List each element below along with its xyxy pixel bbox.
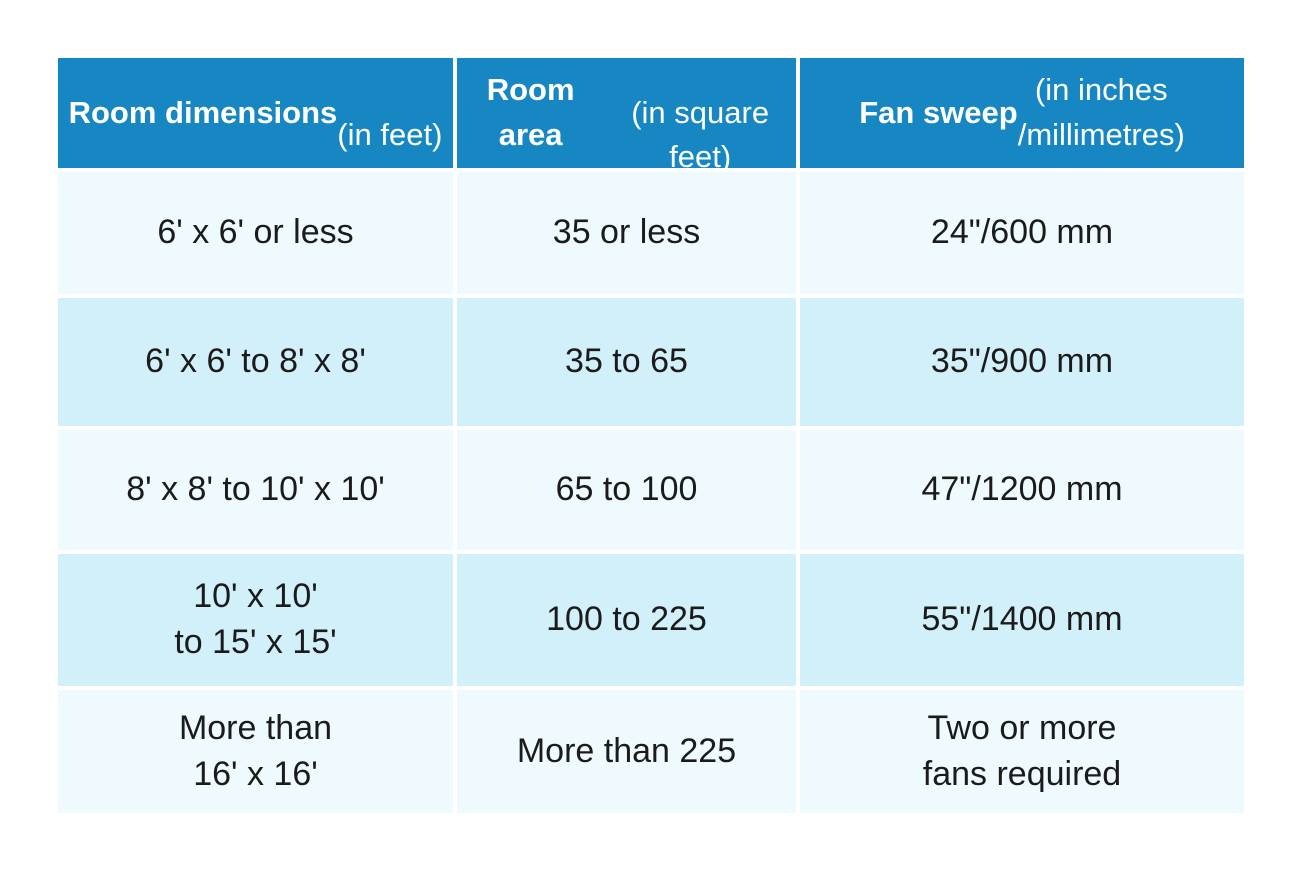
header-cell-fan-sweep: Fan sweep (in inches /millimetres) — [800, 58, 1244, 168]
cell-r4-dimensions: 10' x 10' to 15' x 15' — [58, 554, 453, 686]
cell-r2-sweep: 35"/900 mm — [800, 298, 1244, 426]
fan-size-table: Room dimensions (in feet) Room area (in … — [58, 58, 1244, 813]
cell-r2-area: 35 to 65 — [457, 298, 796, 426]
header-fan-sweep-bold: Fan sweep — [859, 94, 1018, 130]
cell-r3-area: 65 to 100 — [457, 430, 796, 550]
cell-r5-sweep: Two or more fans required — [800, 690, 1244, 813]
cell-r1-sweep: 24"/600 mm — [800, 172, 1244, 294]
cell-r3-dimensions: 8' x 8' to 10' x 10' — [58, 430, 453, 550]
header-room-dimensions-bold: Room dimensions — [68, 94, 338, 130]
header-fan-sweep-sub: (in inches /millimetres) — [1017, 72, 1185, 152]
header-cell-room-dimensions: Room dimensions (in feet) — [58, 58, 453, 168]
header-room-area-bold: Room area — [486, 72, 575, 152]
cell-r5-dimensions: More than 16' x 16' — [58, 690, 453, 813]
cell-r5-area: More than 225 — [457, 690, 796, 813]
header-room-area-sub: (in square feet) — [631, 94, 770, 175]
header-cell-room-area: Room area (in square feet) — [457, 58, 796, 174]
cell-r1-dimensions: 6' x 6' or less — [58, 172, 453, 294]
cell-r3-sweep: 47"/1200 mm — [800, 430, 1244, 550]
cell-r1-area: 35 or less — [457, 172, 796, 294]
cell-r4-sweep: 55"/1400 mm — [800, 554, 1244, 686]
cell-r4-area: 100 to 225 — [457, 554, 796, 686]
cell-r2-dimensions: 6' x 6' to 8' x 8' — [58, 298, 453, 426]
header-room-dimensions-sub: (in feet) — [337, 117, 443, 152]
